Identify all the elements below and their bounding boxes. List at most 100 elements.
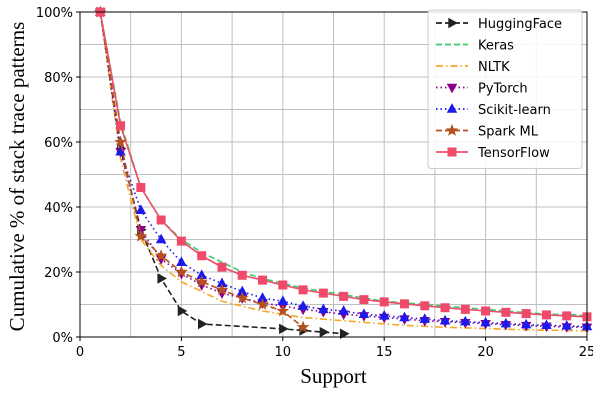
data-point [500, 317, 512, 328]
data-point [541, 319, 552, 329]
y-tick-label: 20% [44, 266, 73, 281]
legend-label: NLTK [478, 60, 510, 75]
y-tick-label: 80% [44, 71, 73, 86]
series-scikit-learn [95, 6, 593, 331]
data-point [235, 291, 249, 304]
data-point [520, 318, 532, 329]
x-tick-label: 0 [76, 345, 84, 360]
data-point [481, 306, 491, 316]
data-point [134, 229, 148, 242]
y-axis-title: Cumulative % of stack trace patterns [5, 22, 29, 332]
data-point [297, 300, 309, 310]
data-point [135, 204, 147, 214]
data-point [358, 308, 370, 318]
data-point [155, 233, 167, 244]
data-point [339, 328, 350, 339]
data-point [562, 311, 572, 321]
x-axis-title: Support [300, 364, 367, 388]
legend-label: TensorFlow [477, 146, 550, 161]
data-point [420, 301, 430, 311]
data-point [419, 313, 431, 323]
axis-ticks: 0 5 10 15 20 25 0% 20% 40% 60% 80% 100% [36, 6, 593, 360]
data-point [237, 270, 247, 280]
data-point [521, 309, 531, 319]
legend-entry: Keras [436, 39, 514, 54]
data-point [319, 326, 330, 338]
data-point [276, 304, 290, 317]
data-point [114, 135, 127, 148]
data-point [157, 273, 167, 284]
data-point [501, 307, 511, 317]
data-point [561, 320, 572, 330]
y-tick-label: 60% [44, 136, 73, 151]
data-point [446, 83, 458, 94]
data-point [440, 303, 450, 313]
data-point [445, 123, 459, 136]
data-point [399, 299, 409, 309]
data-point [379, 297, 389, 307]
series-line [99, 11, 344, 335]
x-tick-label: 5 [177, 345, 185, 360]
legend-box [427, 9, 583, 169]
data-point [439, 314, 451, 325]
plot-frame [79, 11, 588, 338]
data-point [197, 318, 208, 330]
data-point [359, 295, 369, 305]
legend-entry: Spark ML [436, 123, 539, 140]
data-point [176, 236, 186, 246]
data-point [116, 121, 126, 131]
y-tick-label: 0% [52, 331, 73, 346]
data-point [480, 316, 491, 327]
data-point [154, 249, 168, 262]
series-nltk [99, 11, 588, 332]
data-point [197, 251, 207, 261]
data-point [460, 304, 470, 314]
series-spark-ml [93, 5, 310, 333]
legend-label: Spark ML [478, 125, 539, 140]
data-point [256, 297, 269, 310]
data-point [278, 280, 288, 290]
data-point [318, 303, 329, 314]
data-point [446, 103, 458, 113]
y-tick-label: 40% [44, 201, 73, 216]
data-point [296, 320, 310, 333]
data-point [298, 285, 308, 295]
data-point [447, 147, 457, 157]
series-line [99, 11, 588, 332]
data-point [258, 275, 268, 285]
data-point [339, 291, 349, 301]
data-point [156, 215, 166, 225]
data-point [279, 323, 289, 335]
legend-entry: HuggingFace [436, 17, 562, 32]
legend: HuggingFace Keras NLTK PyTorch Scikit-learn S… [427, 9, 583, 169]
legend-entry: TensorFlow [436, 146, 550, 161]
data-point [448, 17, 458, 29]
legend-entry: PyTorch [436, 82, 528, 97]
legend-label: Keras [478, 39, 514, 54]
x-tick-label: 15 [376, 345, 393, 360]
legend-label: PyTorch [478, 82, 528, 97]
legend-label: HuggingFace [478, 17, 562, 32]
data-point [217, 262, 227, 272]
data-point [277, 295, 289, 305]
legend-entry: Scikit-learn [436, 103, 551, 118]
x-tick-label: 10 [275, 345, 292, 360]
y-tick-label: 100% [36, 6, 73, 21]
data-point [176, 256, 187, 266]
data-point [136, 183, 146, 192]
data-point [318, 288, 328, 298]
data-point [378, 310, 390, 320]
data-point [215, 283, 229, 296]
legend-entry: NLTK [436, 60, 510, 75]
data-point [177, 305, 188, 317]
data-point [175, 265, 188, 278]
data-point [460, 315, 471, 326]
data-point [541, 310, 551, 320]
data-point [338, 305, 349, 315]
legend-label: Scikit-learn [478, 103, 551, 118]
x-tick-label: 25 [579, 345, 593, 360]
data-point [195, 275, 208, 288]
x-tick-label: 20 [477, 345, 494, 360]
series-lines [93, 5, 593, 339]
